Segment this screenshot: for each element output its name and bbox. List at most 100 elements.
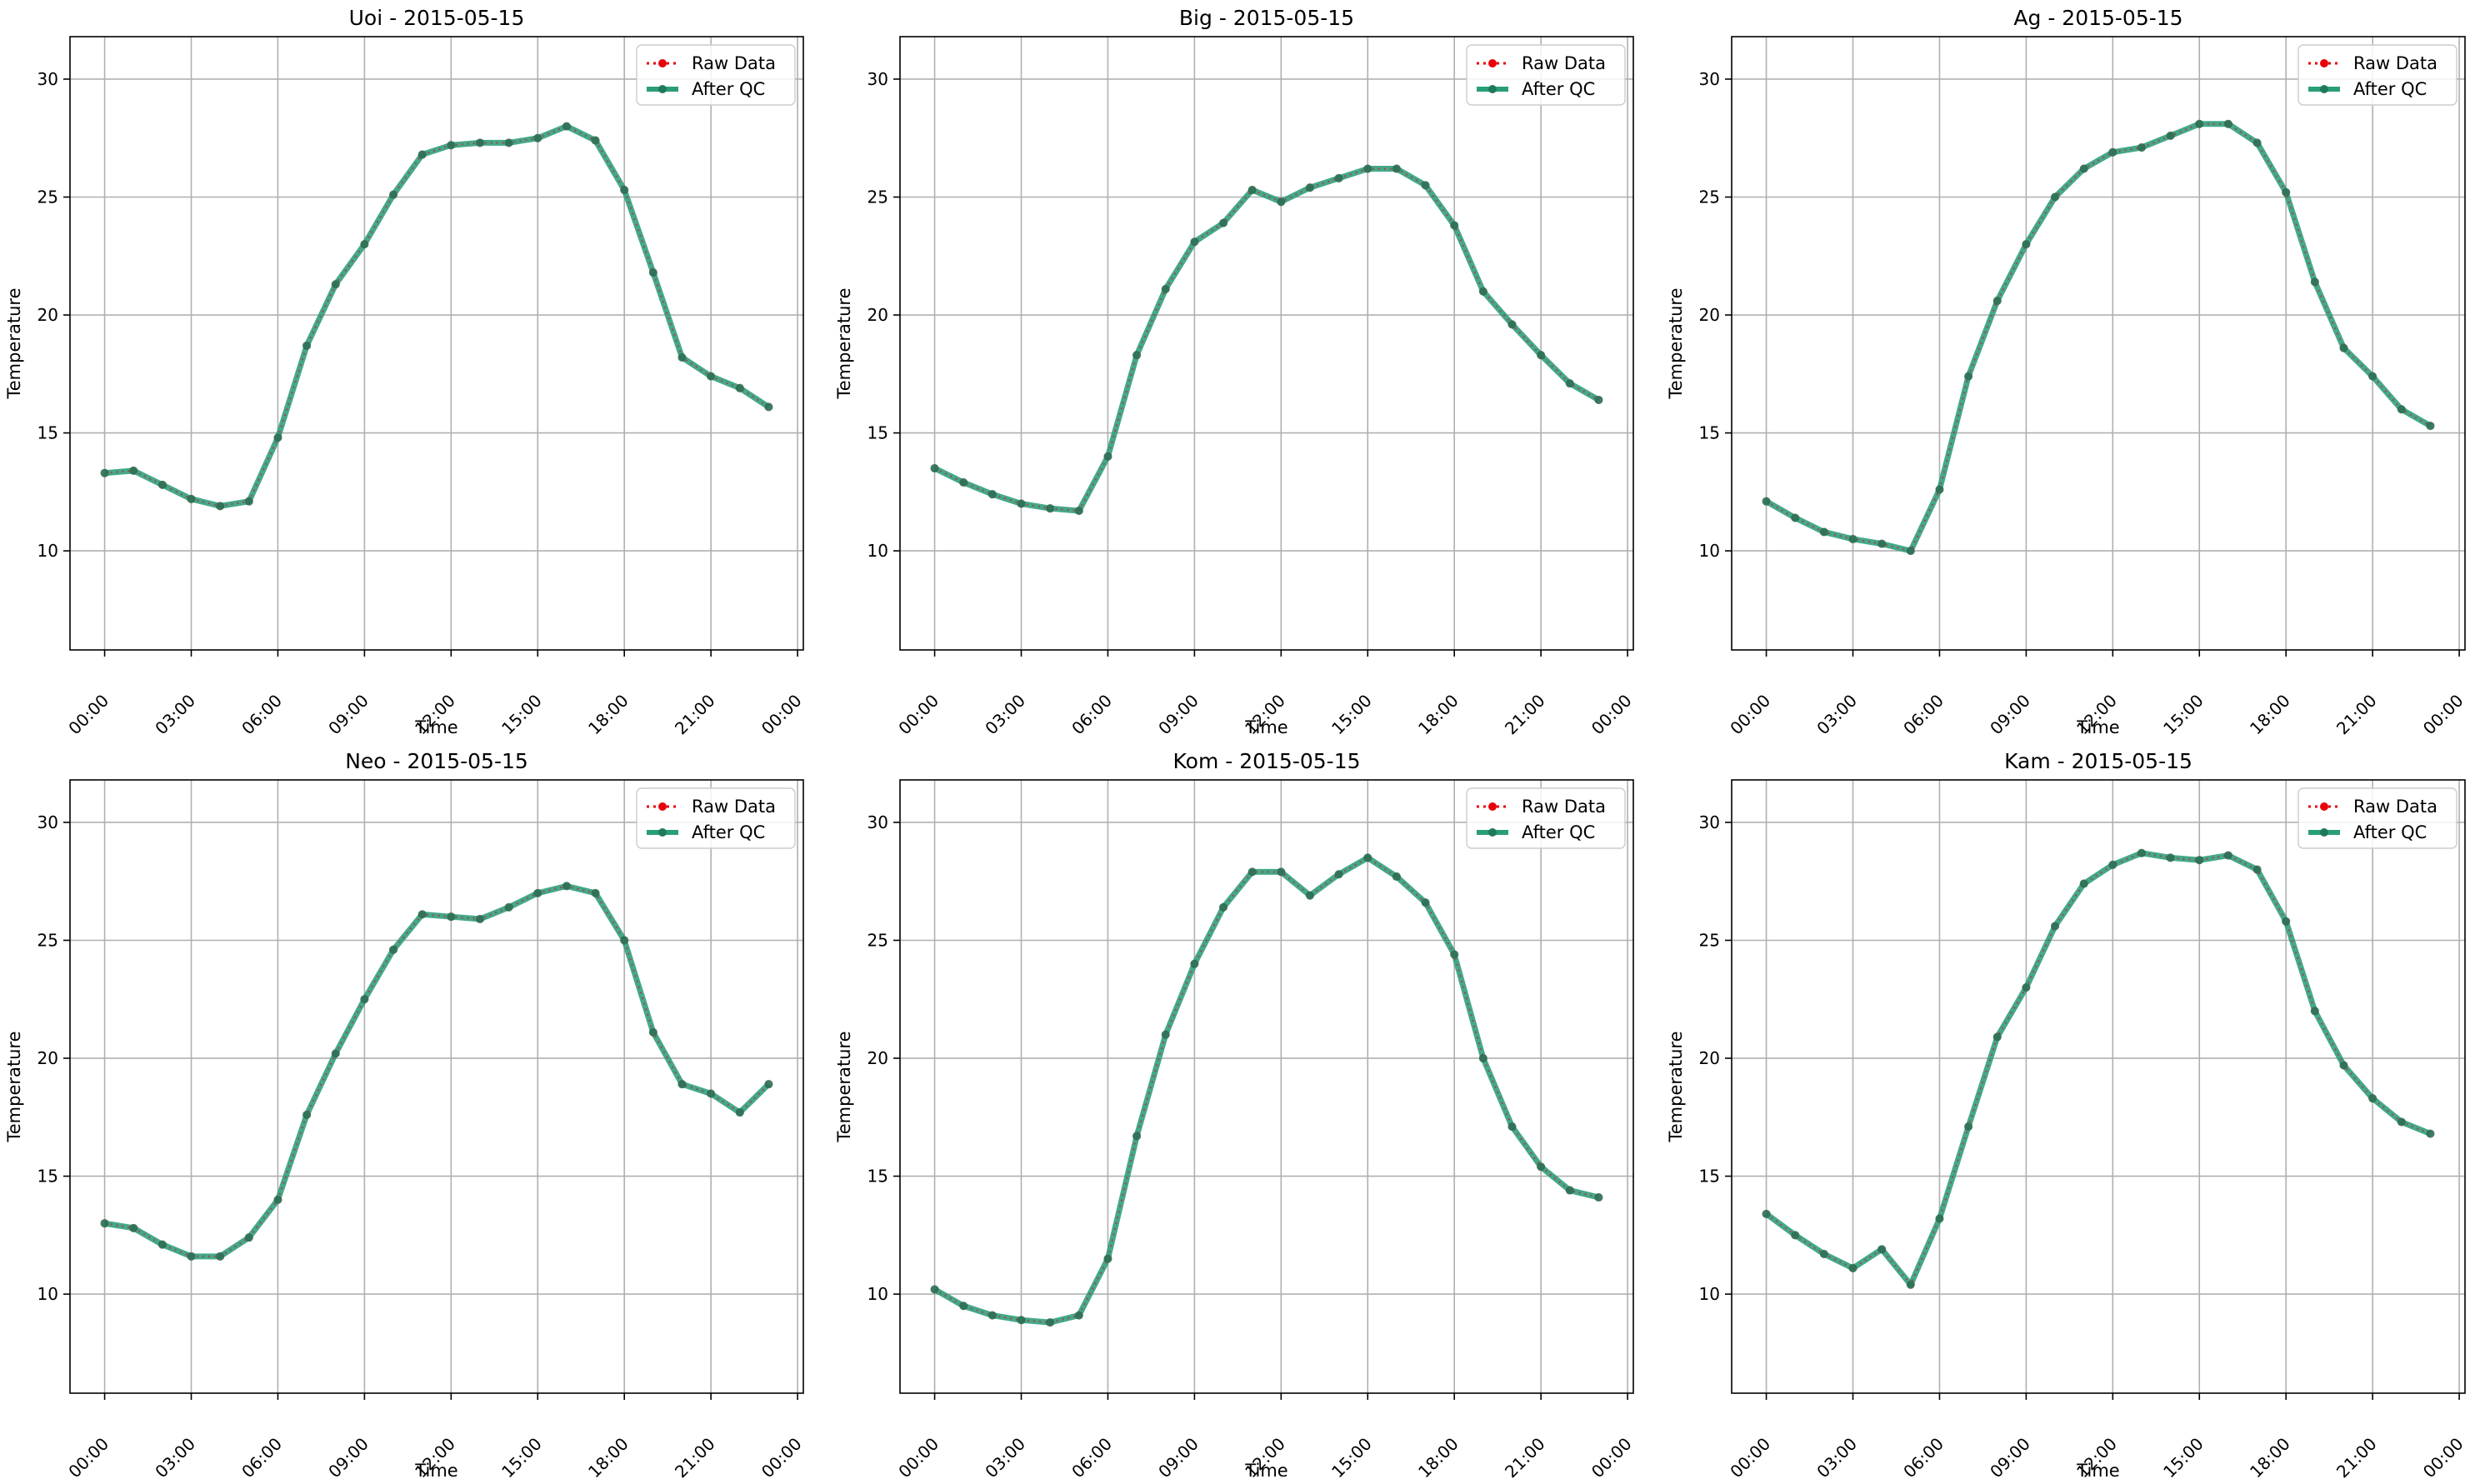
x-tick-label: 06:00 xyxy=(1899,691,1948,739)
x-tick-label: 00:00 xyxy=(1726,1434,1774,1482)
data-point-after-qc xyxy=(1334,173,1343,182)
y-tick-label: 30 xyxy=(38,69,58,89)
data-point-after-qc xyxy=(562,882,571,891)
data-point-after-qc xyxy=(1219,902,1228,912)
data-point-after-qc xyxy=(2252,138,2262,147)
data-point-after-qc xyxy=(1594,395,1603,404)
data-point-after-qc xyxy=(1565,1186,1574,1195)
series-line-raw-data xyxy=(1766,122,2431,552)
y-tick-label: 10 xyxy=(38,541,58,561)
y-tick-label: 25 xyxy=(38,187,58,207)
data-point-after-qc xyxy=(1392,872,1401,882)
data-point-after-qc xyxy=(389,945,398,954)
data-point-after-qc xyxy=(533,888,542,897)
x-tick-label: 00:00 xyxy=(1726,691,1774,739)
data-point-after-qc xyxy=(389,190,398,199)
legend-label-after-qc: After QC xyxy=(1522,79,1595,99)
data-point-after-qc xyxy=(1363,853,1372,862)
chart-title: Big - 2015-05-15 xyxy=(1179,6,1354,30)
chart-title: Neo - 2015-05-15 xyxy=(345,749,528,773)
data-point-after-qc xyxy=(158,1240,167,1249)
data-point-after-qc xyxy=(2022,240,2031,249)
chart-title: Kom - 2015-05-15 xyxy=(1173,749,1361,773)
data-point-after-qc xyxy=(930,1285,939,1294)
legend-marker-raw-data xyxy=(1488,59,1497,67)
data-point-after-qc xyxy=(475,138,484,147)
chart-panel-5: 00:00 03:00 06:00 09:00 12:00 15:00 18:00 21:00… xyxy=(834,749,1636,1482)
y-tick-label: 15 xyxy=(1699,423,1720,443)
legend-label-raw-data: Raw Data xyxy=(1522,797,1606,817)
data-point-after-qc xyxy=(1103,1254,1112,1263)
chart-title: Kam - 2015-05-15 xyxy=(2004,749,2192,773)
x-tick-label: 03:00 xyxy=(151,691,199,739)
legend-label-after-qc: After QC xyxy=(2353,79,2427,99)
data-point-after-qc xyxy=(2223,851,2232,860)
x-tick-label: 15:00 xyxy=(498,691,546,739)
data-point-after-qc xyxy=(2051,192,2060,202)
legend-marker-after-qc xyxy=(1488,828,1497,837)
data-point-after-qc xyxy=(1074,1311,1083,1320)
axes-frame xyxy=(69,779,804,1394)
y-axis-label: Temperature xyxy=(4,1031,24,1142)
data-point-after-qc xyxy=(360,240,369,249)
data-point-after-qc xyxy=(1103,452,1112,461)
data-point-after-qc xyxy=(1248,186,1257,194)
plot-area xyxy=(1732,780,2465,1393)
data-point-after-qc xyxy=(2108,147,2118,157)
x-tick-label: 09:00 xyxy=(1986,1434,2034,1482)
data-point-after-qc xyxy=(1017,499,1026,508)
series-line-raw-data xyxy=(104,125,770,507)
x-tick-label: 00:00 xyxy=(2419,1434,2468,1482)
legend-label-after-qc: After QC xyxy=(692,822,765,842)
x-axis-label: Time xyxy=(2076,717,2119,737)
data-point-after-qc xyxy=(1046,1318,1055,1327)
data-point-after-qc xyxy=(2022,983,2031,992)
x-tick-label: 15:00 xyxy=(2159,691,2208,739)
x-tick-label: 18:00 xyxy=(2246,1434,2294,1482)
legend-label-raw-data: Raw Data xyxy=(692,53,776,73)
data-point-after-qc xyxy=(418,910,427,919)
legend-label-raw-data: Raw Data xyxy=(1522,53,1606,73)
data-point-after-qc xyxy=(959,1302,968,1311)
x-axis-label: Time xyxy=(2076,1461,2119,1481)
x-tick-label: 09:00 xyxy=(324,691,372,739)
data-point-after-qc xyxy=(244,497,253,506)
data-point-after-qc xyxy=(1791,513,1800,522)
data-point-after-qc xyxy=(620,936,629,945)
data-point-after-qc xyxy=(2426,1129,2435,1138)
series-line-raw-data xyxy=(934,167,1599,512)
data-point-after-qc xyxy=(1450,221,1459,230)
data-point-after-qc xyxy=(2079,164,2088,173)
x-tick-label: 21:00 xyxy=(1501,691,1549,739)
y-tick-label: 15 xyxy=(868,423,888,443)
x-tick-label: 03:00 xyxy=(981,1434,1029,1482)
data-point-after-qc xyxy=(2166,853,2175,862)
data-point-after-qc xyxy=(273,433,282,442)
data-point-after-qc xyxy=(1594,1193,1603,1202)
legend-marker-after-qc xyxy=(2320,828,2328,837)
x-tick-label: 06:00 xyxy=(1068,1434,1116,1482)
y-tick-label: 25 xyxy=(868,930,888,950)
data-point-after-qc xyxy=(764,402,773,412)
x-tick-label: 09:00 xyxy=(324,1434,372,1482)
data-point-after-qc xyxy=(2137,143,2146,152)
data-point-after-qc xyxy=(244,1233,253,1242)
data-point-after-qc xyxy=(1334,870,1343,879)
x-tick-label: 21:00 xyxy=(671,691,719,739)
data-point-after-qc xyxy=(1878,539,1887,548)
x-tick-label: 00:00 xyxy=(64,691,112,739)
x-tick-label: 03:00 xyxy=(1812,691,1861,739)
y-axis-label: Temperature xyxy=(1666,287,1686,399)
data-point-after-qc xyxy=(1992,297,2002,306)
chart-panel-3: 00:00 03:00 06:00 09:00 12:00 15:00 18:00 21:00… xyxy=(1666,6,2468,738)
y-tick-label: 30 xyxy=(868,812,888,832)
data-point-after-qc xyxy=(1132,351,1142,360)
x-tick-label: 03:00 xyxy=(981,691,1029,739)
legend-marker-raw-data xyxy=(2320,802,2328,811)
x-tick-label: 15:00 xyxy=(498,1434,546,1482)
x-tick-label: 00:00 xyxy=(894,691,942,739)
data-point-after-qc xyxy=(129,466,138,475)
data-point-after-qc xyxy=(216,1252,225,1261)
data-point-after-qc xyxy=(1935,485,1944,494)
